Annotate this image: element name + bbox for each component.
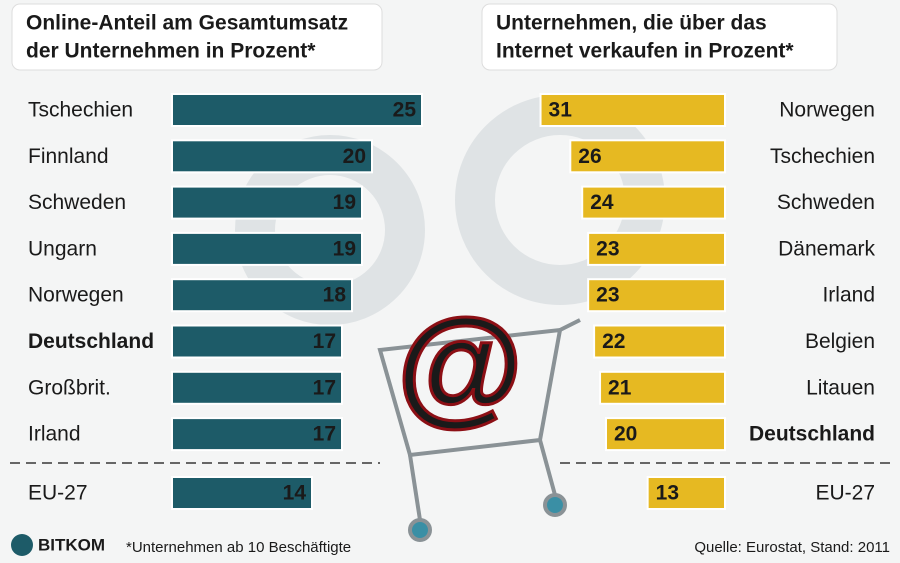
bar — [587, 278, 727, 313]
bar — [171, 278, 353, 313]
bar — [171, 417, 343, 452]
chart-title: der Unternehmen in Prozent* — [26, 40, 316, 63]
bar — [171, 185, 363, 220]
category-label: Deutschland — [28, 330, 154, 353]
bar — [171, 93, 423, 127]
bar — [171, 324, 343, 359]
value-label: 23 — [596, 284, 619, 307]
value-label: 20 — [343, 145, 366, 168]
value-label: 19 — [333, 191, 356, 214]
value-label: 26 — [578, 145, 601, 168]
shopping-cart: @ — [377, 290, 581, 542]
category-label: Belgien — [805, 330, 875, 353]
bar — [539, 93, 726, 127]
category-label: Norwegen — [28, 284, 124, 307]
category-label: Finnland — [28, 145, 109, 168]
bar — [171, 139, 373, 174]
bar — [171, 231, 363, 266]
value-label: 18 — [323, 284, 347, 307]
bar — [587, 231, 727, 266]
category-label: EU-27 — [815, 482, 875, 505]
chart-title: Internet verkaufen in Prozent* — [496, 40, 794, 63]
value-label: 14 — [283, 482, 307, 505]
bar — [171, 370, 343, 405]
category-label: Norwegen — [779, 99, 875, 122]
bar — [605, 417, 726, 452]
value-label: 19 — [333, 237, 356, 260]
value-label: 13 — [656, 482, 679, 505]
value-label: 20 — [614, 423, 637, 446]
logo-icon — [11, 534, 33, 556]
category-label: Großbrit. — [28, 376, 111, 399]
value-label: 31 — [549, 99, 573, 122]
value-label: 25 — [393, 99, 417, 122]
category-label: Tschechien — [770, 145, 875, 168]
footnote: *Unternehmen ab 10 Beschäftigte — [126, 539, 351, 556]
value-label: 17 — [313, 423, 336, 446]
value-label: 21 — [608, 376, 632, 399]
category-label: Irland — [822, 284, 875, 307]
source: Quelle: Eurostat, Stand: 2011 — [694, 539, 890, 556]
category-label: Deutschland — [749, 423, 875, 446]
chart-title: Online-Anteil am Gesamtumsatz — [26, 12, 348, 35]
bar — [599, 370, 726, 405]
category-label: Litauen — [806, 376, 875, 399]
bar — [646, 476, 727, 510]
category-label: EU-27 — [28, 482, 88, 505]
value-label: 17 — [313, 376, 336, 399]
brand: BITKOM — [38, 535, 105, 554]
category-label: Tschechien — [28, 99, 133, 122]
category-label: Schweden — [28, 191, 126, 214]
chart-title: Unternehmen, die über das — [496, 12, 767, 35]
title-box — [481, 3, 838, 71]
value-label: 17 — [313, 330, 336, 353]
value-label: 23 — [596, 237, 619, 260]
value-label: 24 — [590, 191, 614, 214]
bar — [593, 324, 726, 359]
category-label: Irland — [28, 423, 81, 446]
category-label: Dänemark — [778, 237, 875, 260]
category-label: Schweden — [777, 191, 875, 214]
bar — [569, 139, 726, 174]
category-label: Ungarn — [28, 237, 97, 260]
bar — [581, 185, 727, 220]
bar — [171, 476, 313, 510]
svg-text:@: @ — [397, 291, 524, 437]
title-box — [11, 3, 383, 71]
value-label: 22 — [602, 330, 625, 353]
